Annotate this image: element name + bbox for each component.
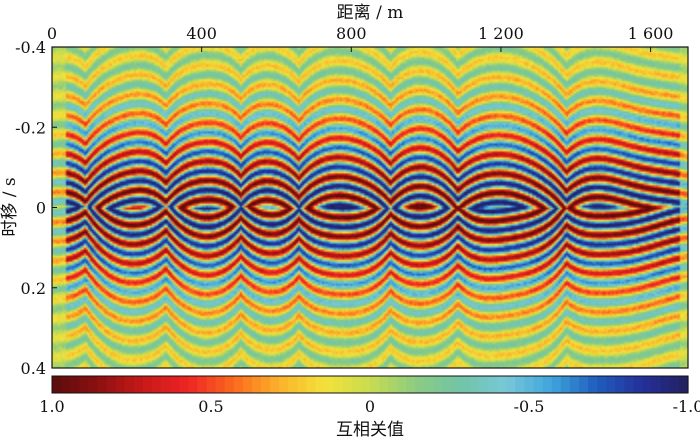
colorbar-tick-label: 1.0 <box>39 397 64 416</box>
colorbar-swatch <box>597 376 607 393</box>
colorbar-swatch <box>61 376 71 393</box>
colorbar-swatch <box>497 376 507 393</box>
colorbar-tick-label: 0.5 <box>198 397 223 416</box>
colorbar-swatches <box>52 376 689 393</box>
colorbar-swatch <box>479 376 489 393</box>
colorbar-swatch <box>233 376 244 393</box>
colorbar-swatch <box>669 376 680 393</box>
colorbar-swatch <box>106 376 117 393</box>
colorbar-swatch <box>433 376 444 393</box>
colorbar-swatch <box>624 376 635 393</box>
colorbar-swatch <box>351 376 362 393</box>
y-axis-title: 时移 / s <box>0 177 20 236</box>
colorbar-swatch <box>270 376 280 393</box>
colorbar-swatch <box>569 376 580 393</box>
colorbar-swatch <box>188 376 198 393</box>
colorbar-swatch <box>288 376 298 393</box>
x-tick-label: 1 600 <box>628 24 674 43</box>
colorbar-swatch <box>279 376 289 393</box>
colorbar-swatch <box>251 376 262 393</box>
colorbar-swatch <box>488 376 498 393</box>
colorbar-swatch <box>297 376 307 393</box>
x-axis-title: 距离 / m <box>337 3 404 23</box>
colorbar-swatch <box>170 376 180 393</box>
colorbar-swatch <box>97 376 108 393</box>
colorbar-swatch <box>524 376 535 393</box>
colorbar-swatch <box>142 376 153 393</box>
colorbar-swatch <box>397 376 407 393</box>
colorbar-tick-label: -0.5 <box>514 397 545 416</box>
colorbar-swatch <box>324 376 335 393</box>
colorbar-swatch <box>133 376 144 393</box>
colorbar-swatch <box>370 376 380 393</box>
colorbar-swatch <box>678 376 689 393</box>
heatmap <box>51 46 689 369</box>
colorbar-swatch <box>206 376 217 393</box>
colorbar-swatch <box>451 376 462 393</box>
colorbar-swatch <box>161 376 171 393</box>
colorbar-swatch <box>460 376 471 393</box>
colorbar-tick-label: -1.0 <box>673 397 700 416</box>
y-tick-label: 0.4 <box>21 359 46 378</box>
colorbar-swatch <box>88 376 99 393</box>
colorbar-swatch <box>306 376 317 393</box>
colorbar-swatch <box>342 376 353 393</box>
colorbar-swatch <box>542 376 553 393</box>
colorbar-swatch <box>642 376 653 393</box>
colorbar-swatch <box>70 376 80 393</box>
colorbar-swatch <box>224 376 235 393</box>
colorbar-swatch <box>197 376 208 393</box>
colorbar: 1.0 0.5 0 -0.5 -1.0 互相关值 <box>39 375 700 440</box>
colorbar-swatch <box>506 376 516 393</box>
x-tick-label: 0 <box>47 24 57 43</box>
colorbar-swatch <box>379 376 389 393</box>
x-tick-label: 1 200 <box>478 24 524 43</box>
colorbar-swatch <box>315 376 326 393</box>
colorbar-swatch <box>124 376 135 393</box>
colorbar-swatch <box>388 376 398 393</box>
colorbar-swatch <box>79 376 89 393</box>
x-tick-label: 800 <box>336 24 367 43</box>
colorbar-swatch <box>442 376 453 393</box>
colorbar-swatch <box>588 376 598 393</box>
x-tick-label: 400 <box>186 24 217 43</box>
x-axis-ticks: 0 400 800 1 200 1 600 <box>47 24 674 52</box>
colorbar-swatch <box>469 376 480 393</box>
colorbar-swatch <box>633 376 644 393</box>
colorbar-swatch <box>424 376 435 393</box>
y-axis-ticks: -0.4 -0.2 0 0.2 0.4 <box>15 38 57 378</box>
y-tick-label: -0.4 <box>15 38 46 57</box>
colorbar-swatch <box>533 376 544 393</box>
colorbar-swatch <box>333 376 344 393</box>
colorbar-swatch <box>151 376 162 393</box>
colorbar-swatch <box>660 376 671 393</box>
colorbar-swatch <box>260 376 271 393</box>
colorbar-title: 互相关值 <box>336 420 404 440</box>
colorbar-swatch <box>606 376 616 393</box>
y-tick-label: 0.2 <box>21 279 46 298</box>
colorbar-swatch <box>551 376 562 393</box>
colorbar-swatch <box>515 376 526 393</box>
colorbar-swatch <box>215 376 226 393</box>
colorbar-swatch <box>415 376 426 393</box>
colorbar-tick-label: 0 <box>365 397 375 416</box>
heatmap-image <box>52 47 688 368</box>
colorbar-swatch <box>242 376 253 393</box>
colorbar-swatch <box>615 376 625 393</box>
y-tick-label: -0.2 <box>15 118 46 137</box>
colorbar-swatch <box>560 376 571 393</box>
colorbar-swatch <box>179 376 189 393</box>
colorbar-swatch <box>651 376 662 393</box>
colorbar-swatch <box>115 376 126 393</box>
colorbar-swatch <box>578 376 589 393</box>
colorbar-frame <box>51 375 689 394</box>
colorbar-ticks: 1.0 0.5 0 -0.5 -1.0 <box>39 397 700 416</box>
colorbar-swatch <box>360 376 371 393</box>
colorbar-swatch <box>52 376 62 393</box>
y-tick-label: 0 <box>36 199 46 218</box>
colorbar-swatch <box>406 376 417 393</box>
